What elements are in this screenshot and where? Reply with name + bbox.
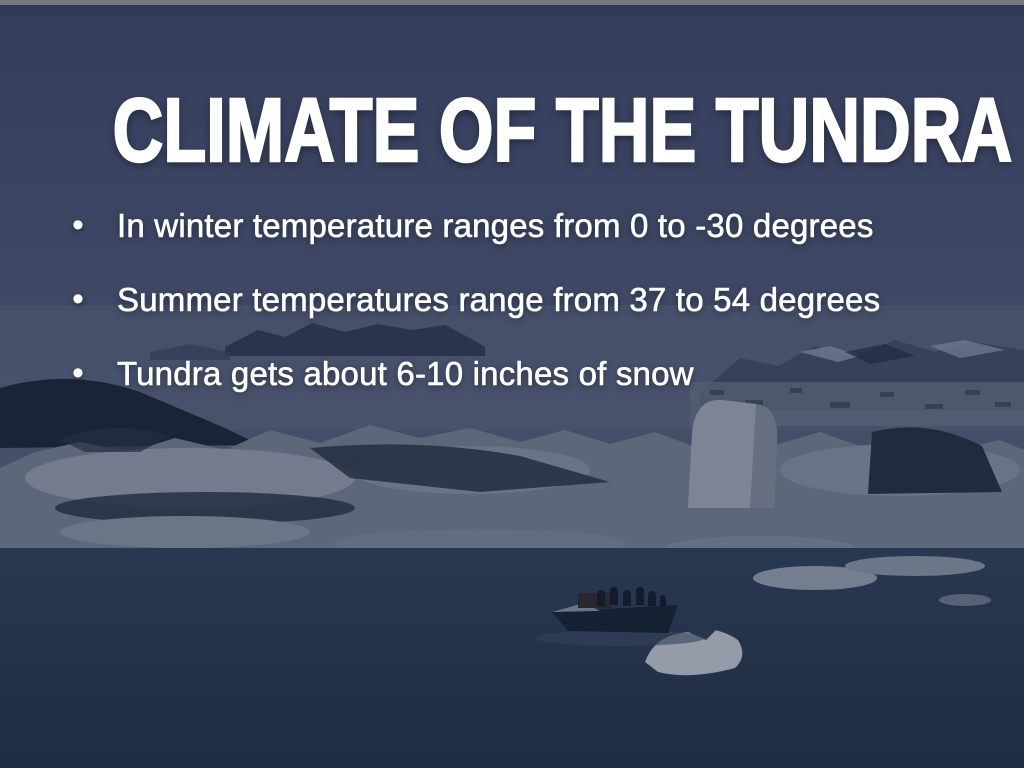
boat-passengers [597, 587, 666, 607]
bullet-dot: • [72, 354, 84, 392]
snow-patch-2 [930, 340, 1005, 358]
bullet-item-snow: • Tundra gets about 6-10 inches of snow [70, 336, 880, 410]
bullet-item-summer: • Summer temperatures range from 37 to 5… [70, 262, 880, 336]
ice-shadow-center [310, 444, 610, 492]
ice-shadow-upper-left [60, 427, 170, 452]
glacier-speckles [710, 388, 1011, 409]
rock-patch [845, 344, 915, 364]
bullet-text-snow: Tundra gets about 6-10 inches of snow [117, 354, 694, 392]
float-ice-2 [845, 556, 985, 576]
dark-hill-left [0, 378, 260, 448]
boat-cabin [578, 593, 612, 608]
tour-boat [535, 587, 705, 646]
snow-patch-1 [800, 346, 860, 362]
bullet-text-summer: Summer temperatures range from 37 to 54 … [117, 280, 881, 318]
white-berg-notch [688, 627, 716, 640]
float-ice-3 [939, 594, 991, 606]
bullet-dot: • [72, 280, 84, 318]
dark-teal-berg [868, 427, 1002, 494]
float-ice-1 [753, 566, 877, 590]
top-gray-strip [0, 0, 1024, 5]
tall-iceberg-shade [750, 404, 778, 508]
ice-shadow-left [55, 492, 355, 524]
mountain-ridge-left [150, 344, 230, 360]
mountain-ridge-center [225, 323, 485, 356]
iceberg-mass-left [25, 448, 355, 508]
top-navy-line [0, 5, 1024, 16]
bullet-item-winter: • In winter temperature ranges from 0 to… [70, 188, 880, 262]
slide-title: CLIMATE OF THE TUNDRA [112, 81, 1013, 182]
floe-strip-1 [60, 516, 310, 548]
boat-wake [535, 630, 705, 646]
bullet-text-winter: In winter temperature ranges from 0 to -… [117, 206, 874, 244]
boat-hull [552, 605, 678, 633]
bullet-dot: • [72, 206, 84, 244]
bullet-list: • In winter temperature ranges from 0 to… [70, 188, 880, 410]
